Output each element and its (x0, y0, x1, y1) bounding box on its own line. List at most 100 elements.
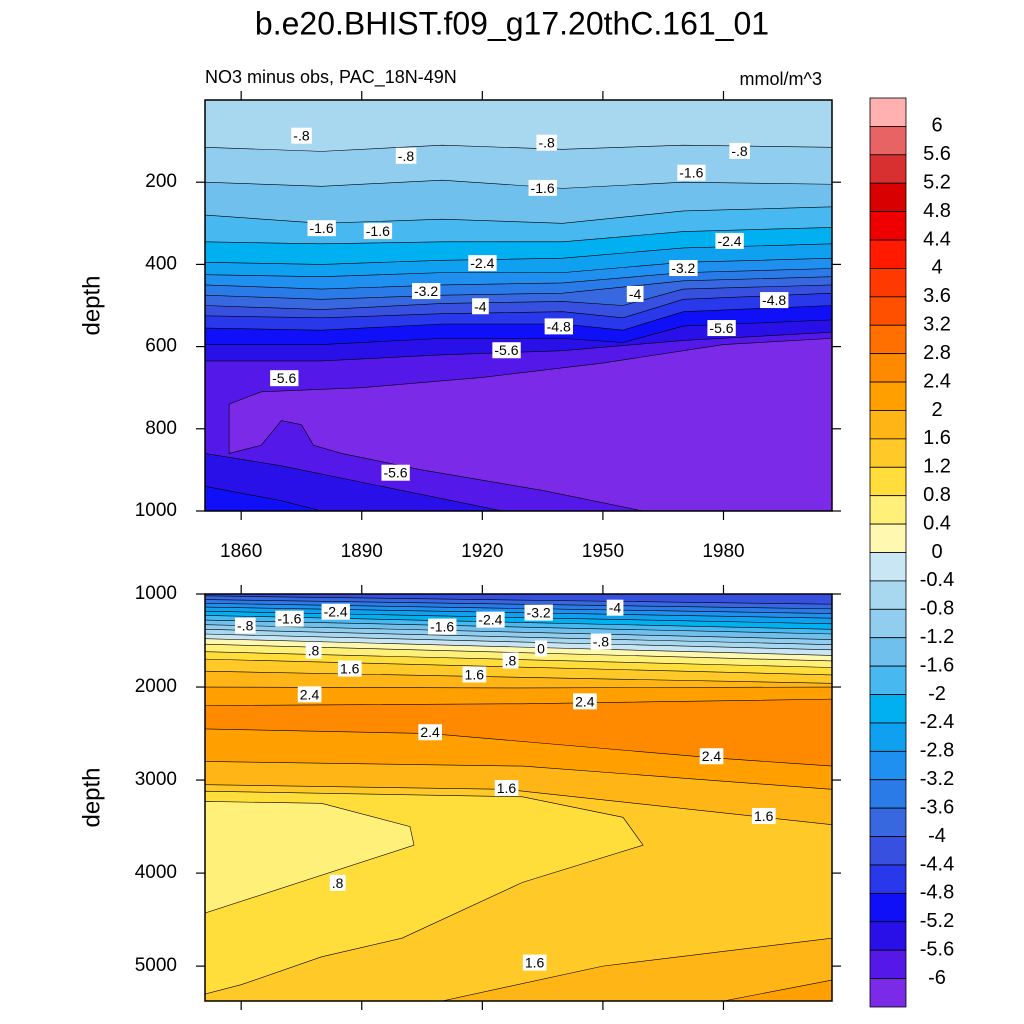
colorbar-label: 6 (931, 115, 942, 137)
contour-label-box (715, 232, 744, 249)
contour-label: .8 (332, 875, 344, 891)
contour-label-box (528, 179, 557, 196)
x-tick-label: 1860 (220, 541, 262, 562)
colorbar-label: -2.8 (920, 740, 954, 762)
colorbar-box (869, 836, 907, 866)
contour-label: -1.6 (531, 180, 555, 196)
contour-label: 2.4 (300, 686, 320, 702)
colorbar-box (869, 949, 907, 979)
contour-line (205, 606, 832, 619)
colorbar-box (869, 779, 907, 809)
colorbar-box (869, 807, 907, 837)
colorbar-box (869, 211, 907, 241)
contour-label: -5.6 (383, 465, 407, 481)
contour-line (205, 615, 832, 630)
contour-line (205, 227, 832, 245)
contour-label-box (395, 147, 417, 164)
y-tick-label: 2000 (135, 676, 177, 697)
colorbar-label: -4.4 (920, 853, 954, 875)
contour-line (205, 268, 832, 290)
contour-fill (228, 338, 832, 511)
colorbar-label: -4.8 (920, 882, 954, 904)
colorbar-label: 0.8 (923, 484, 951, 506)
y-tick-label: 1000 (135, 500, 177, 521)
colorbar-box (869, 495, 907, 525)
colorbar-box (869, 353, 907, 383)
contour-line (205, 784, 832, 826)
subtitle-left: NO3 minus obs, PAC_18N-49N (205, 67, 457, 88)
contour-label-box (337, 660, 362, 677)
contour-label-box (307, 220, 336, 237)
colorbar-box (869, 694, 907, 724)
contour-label: 1.6 (754, 808, 774, 824)
colorbar-box (869, 722, 907, 752)
contour-label-box (544, 318, 573, 335)
colorbar-label: -3.2 (920, 768, 954, 790)
colorbar-label: -6 (928, 967, 946, 989)
contour-label: -4.8 (547, 318, 571, 334)
y-tick-label: 800 (145, 418, 177, 439)
contour-label: -.8 (398, 148, 415, 164)
contour-fill (442, 937, 832, 1001)
contour-fill (205, 801, 415, 914)
y-tick-label: 4000 (135, 862, 177, 883)
y-tick-label: 1000 (135, 583, 177, 604)
colorbar-box (869, 864, 907, 894)
x-tick-label: 1950 (582, 541, 624, 562)
contour-label-box (428, 618, 457, 635)
contour-label: 1.6 (465, 666, 485, 682)
colorbar-box (869, 978, 907, 1008)
colorbar-label: 2.4 (923, 370, 951, 392)
colorbar-box (869, 268, 907, 298)
contour-label: -4 (629, 286, 642, 302)
contour-label: -.8 (731, 143, 748, 159)
colorbar-label: 2 (931, 399, 942, 421)
contour-label-box (707, 320, 736, 337)
colorbar-label: 3.2 (923, 314, 951, 336)
contour-label: -1.6 (277, 611, 301, 627)
contour-label-box (535, 640, 548, 657)
colorbar-box (869, 182, 907, 213)
colorbar-label: 5.2 (923, 172, 951, 194)
colorbar-box (869, 438, 907, 468)
contour-line (205, 595, 832, 605)
plot-frame (204, 99, 833, 512)
contour-line (205, 698, 832, 706)
contour-label-box (590, 633, 612, 650)
contour-label: -.8 (538, 135, 555, 151)
plot-area (205, 594, 832, 1001)
colorbar-box (869, 750, 907, 781)
contour-label-box (462, 666, 487, 683)
colorbar-box (869, 239, 907, 269)
y-axis-label: depth (78, 767, 105, 827)
contour-line (205, 633, 832, 651)
colorbar-label: 4 (931, 257, 942, 279)
colorbar-box (869, 892, 907, 923)
contour-label-box (297, 686, 322, 703)
colorbar-label: 0 (931, 541, 942, 563)
colorbar-label: 0.4 (923, 512, 951, 534)
contour-label-box (411, 283, 441, 300)
y-tick-label: 5000 (135, 955, 177, 976)
contour-line (205, 728, 832, 767)
colorbar-box (869, 381, 907, 411)
contour-label-box (699, 748, 724, 765)
contour-label-box (760, 292, 789, 309)
colorbar-label: 5.6 (923, 143, 951, 165)
contour-label-box (363, 223, 393, 240)
contour-label: 2.4 (420, 724, 440, 740)
plot-frame (204, 593, 833, 1002)
contour-line (205, 243, 832, 265)
colorbar-label: -3.6 (920, 796, 954, 818)
colorbar-label: -5.2 (920, 910, 954, 932)
colorbar-label: -1.2 (920, 626, 954, 648)
colorbar-box (869, 410, 907, 440)
contour-label-box (494, 780, 519, 797)
y-axis-label: depth (78, 275, 105, 335)
colorbar-label: 3.6 (923, 285, 951, 307)
contour-label-box (418, 724, 443, 741)
subtitle-right: mmol/m^3 (740, 69, 822, 89)
colorbar-label: -2 (928, 683, 946, 705)
